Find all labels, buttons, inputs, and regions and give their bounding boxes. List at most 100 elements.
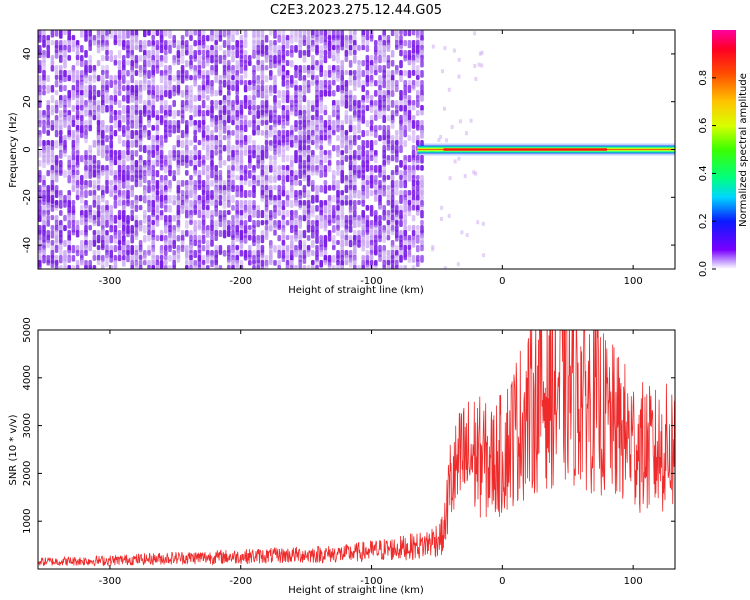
noise-speck	[482, 253, 486, 258]
noise-cell	[155, 125, 160, 132]
noise-cell	[386, 210, 391, 217]
noise-cell	[327, 30, 332, 36]
noise-cell	[411, 230, 416, 236]
noise-cell	[302, 55, 307, 63]
noise-cell	[302, 230, 307, 239]
noise-cell	[399, 105, 403, 112]
noise-cell	[46, 105, 50, 111]
noise-cell	[269, 40, 273, 47]
noise-cell	[332, 245, 336, 251]
noise-cell	[117, 240, 122, 245]
noise-cell	[243, 40, 248, 49]
noise-cell	[84, 110, 88, 117]
noise-cell	[50, 125, 55, 131]
noise-cell	[92, 65, 97, 72]
noise-cell	[201, 115, 206, 122]
noise-cell	[353, 100, 357, 107]
noise-cell	[269, 115, 273, 123]
noise-cell	[311, 180, 315, 187]
noise-cell	[206, 35, 210, 42]
noise-cell	[206, 175, 210, 181]
noise-cell	[185, 95, 189, 101]
noise-cell	[348, 70, 353, 76]
noise-cell	[416, 135, 420, 142]
noise-cell	[88, 165, 92, 172]
noise-cell	[50, 215, 55, 221]
noise-cell	[117, 115, 122, 121]
noise-cell	[117, 200, 122, 207]
noise-cell	[420, 85, 424, 91]
noise-cell	[399, 245, 403, 251]
noise-cell	[105, 90, 109, 96]
noise-cell	[147, 90, 151, 96]
noise-cell	[357, 125, 361, 134]
noise-cell	[193, 170, 197, 177]
noise-cell	[378, 215, 382, 221]
noise-cell	[344, 195, 349, 201]
noise-cell	[50, 60, 55, 66]
noise-cell	[189, 105, 193, 113]
noise-cell	[361, 110, 365, 116]
noise-cell	[54, 245, 59, 253]
noise-cell	[101, 230, 105, 236]
noise-cell	[361, 150, 365, 157]
noise-cell	[67, 45, 71, 53]
noise-cell	[50, 110, 55, 116]
noise-cell	[231, 85, 235, 91]
noise-cell	[353, 105, 357, 111]
noise-cell	[197, 225, 202, 231]
noise-cell	[319, 85, 323, 92]
noise-cell	[88, 30, 92, 37]
noise-cell	[168, 75, 172, 81]
noise-cell	[290, 235, 294, 241]
noise-cell	[302, 95, 307, 103]
noise-cell	[243, 100, 248, 109]
noise-cell	[193, 120, 197, 126]
noise-cell	[105, 150, 109, 156]
noise-cell	[390, 155, 395, 162]
noise-cell	[323, 50, 328, 56]
noise-cell	[109, 115, 113, 124]
noise-cell	[403, 265, 407, 269]
colorbar-tick-label: 0.4	[698, 165, 709, 181]
noise-cell	[206, 110, 210, 117]
noise-cell	[243, 175, 248, 182]
noise-cell	[172, 170, 176, 176]
noise-cell	[109, 210, 113, 217]
noise-cell	[84, 220, 88, 226]
noise-cell	[172, 195, 176, 200]
y-tick-label: 0	[22, 146, 33, 152]
noise-cell	[143, 145, 147, 154]
noise-cell	[348, 155, 353, 161]
noise-cell	[201, 235, 206, 244]
noise-cell	[323, 200, 328, 207]
noise-cell	[172, 175, 176, 182]
noise-cell	[386, 100, 391, 106]
noise-cell	[302, 240, 307, 247]
noise-cell	[130, 140, 134, 148]
noise-cell	[50, 30, 55, 38]
noise-cell	[277, 235, 281, 242]
noise-cell	[189, 160, 193, 167]
noise-cell	[332, 75, 336, 82]
noise-cell	[374, 155, 378, 164]
noise-cell	[290, 255, 294, 261]
noise-cell	[420, 190, 424, 196]
noise-cell	[403, 30, 407, 37]
noise-cell	[344, 235, 349, 241]
noise-cell	[159, 95, 164, 101]
noise-cell	[96, 255, 101, 261]
noise-cell	[252, 170, 256, 177]
noise-cell	[336, 265, 340, 269]
noise-cell	[50, 225, 55, 230]
noise-cell	[411, 55, 416, 62]
noise-cell	[319, 210, 323, 217]
noise-cell	[294, 180, 298, 186]
noise-cell	[164, 85, 168, 91]
noise-cell	[323, 90, 328, 97]
noise-cell	[227, 265, 231, 269]
noise-cell	[269, 155, 273, 161]
noise-cell	[281, 155, 286, 163]
noise-cell	[117, 235, 122, 241]
noise-cell	[84, 50, 88, 58]
